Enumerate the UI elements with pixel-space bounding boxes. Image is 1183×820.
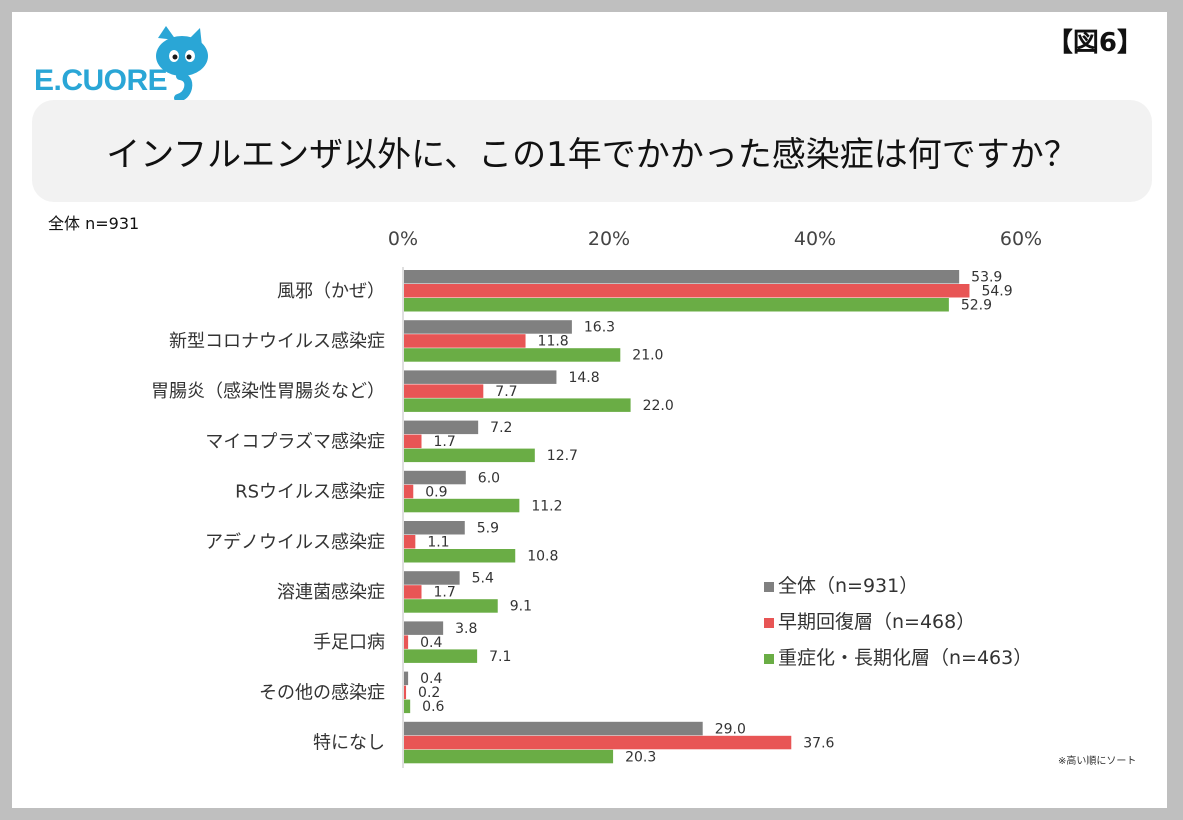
bar bbox=[404, 284, 970, 298]
data-label: 52.9 bbox=[961, 298, 992, 314]
category-label: 溶連菌感染症 bbox=[277, 582, 385, 603]
x-tick-label: 20% bbox=[588, 228, 630, 250]
bar bbox=[404, 635, 409, 649]
data-label: 1.7 bbox=[434, 585, 456, 601]
legend-swatch bbox=[764, 618, 774, 628]
data-label: 11.2 bbox=[531, 498, 562, 514]
category-label: その他の感染症 bbox=[259, 682, 385, 703]
bar bbox=[404, 671, 409, 686]
page-title: インフルエンザ以外に、この1年でかかった感染症は何ですか？ bbox=[106, 134, 1078, 175]
data-label: 3.8 bbox=[455, 621, 477, 637]
category-label: 手足口病 bbox=[313, 632, 385, 653]
legend-label: 早期回復層（n=468） bbox=[778, 611, 975, 633]
data-label: 22.0 bbox=[643, 398, 674, 414]
data-label: 1.1 bbox=[427, 535, 449, 551]
category-label: アデノウイルス感染症 bbox=[205, 532, 385, 553]
bar bbox=[404, 370, 557, 384]
data-label: 0.4 bbox=[420, 635, 442, 651]
data-label: 20.3 bbox=[625, 749, 656, 765]
bar bbox=[404, 649, 478, 663]
bar bbox=[404, 384, 484, 398]
data-label: 54.9 bbox=[981, 284, 1012, 300]
bar bbox=[404, 270, 960, 284]
bar bbox=[404, 484, 414, 499]
bar bbox=[404, 298, 949, 312]
data-label: 6.0 bbox=[478, 470, 500, 486]
data-label: 0.4 bbox=[420, 671, 442, 687]
data-label: 29.0 bbox=[715, 721, 746, 737]
logo-text: E.CUORE bbox=[34, 64, 168, 97]
bar bbox=[404, 621, 444, 635]
data-label: 11.8 bbox=[538, 334, 569, 350]
data-label: 0.6 bbox=[422, 699, 444, 715]
bar bbox=[404, 735, 792, 750]
bar bbox=[404, 749, 614, 764]
x-tick-label: 40% bbox=[794, 228, 836, 250]
bar bbox=[404, 334, 526, 348]
data-label: 5.9 bbox=[477, 521, 499, 537]
x-tick-label: 0% bbox=[388, 228, 418, 250]
bar bbox=[404, 599, 498, 613]
category-label: RSウイルス感染症 bbox=[235, 482, 385, 503]
category-label: 風邪（かぜ） bbox=[277, 281, 385, 302]
category-label: マイコプラズマ感染症 bbox=[205, 431, 385, 452]
legend-swatch bbox=[764, 654, 774, 664]
category-label: 胃腸炎（感染性胃腸炎など） bbox=[151, 381, 385, 402]
legend-label: 重症化・長期化層（n=463） bbox=[778, 647, 1032, 669]
bar bbox=[404, 470, 466, 485]
bar bbox=[404, 535, 416, 549]
legend-label: 全体（n=931） bbox=[778, 575, 918, 597]
sort-footnote: ※高い順にソート bbox=[1058, 756, 1137, 767]
data-label: 7.7 bbox=[495, 384, 517, 400]
data-label: 0.2 bbox=[418, 685, 440, 701]
data-label: 9.1 bbox=[510, 599, 532, 615]
data-label: 5.4 bbox=[472, 571, 494, 587]
data-label: 7.1 bbox=[489, 649, 511, 665]
data-label: 0.9 bbox=[425, 484, 447, 500]
bar bbox=[404, 398, 631, 412]
bar bbox=[404, 434, 422, 449]
title-banner: インフルエンザ以外に、この1年でかかった感染症は何ですか？ bbox=[32, 100, 1152, 202]
data-label: 12.7 bbox=[547, 448, 578, 464]
data-label: 53.9 bbox=[971, 270, 1002, 286]
bar bbox=[404, 420, 479, 435]
bar bbox=[404, 320, 572, 334]
data-label: 37.6 bbox=[803, 735, 834, 751]
sample-size-note: 全体 n=931 bbox=[48, 214, 140, 233]
data-label: 16.3 bbox=[584, 320, 615, 336]
bar bbox=[404, 498, 520, 513]
category-label: 特になし bbox=[313, 733, 385, 754]
bar bbox=[404, 521, 465, 535]
data-label: 10.8 bbox=[527, 549, 558, 565]
data-label: 7.2 bbox=[490, 420, 512, 436]
category-label: 新型コロナウイルス感染症 bbox=[169, 331, 385, 352]
legend-swatch bbox=[764, 582, 774, 592]
bar-chart: 0% 20% 40% 60% 風邪（かぜ） 53.954.952.9 新型コロナウイルス感染… bbox=[151, 228, 1042, 768]
x-tick-label: 60% bbox=[1000, 228, 1042, 250]
bar bbox=[404, 685, 407, 700]
data-label: 21.0 bbox=[632, 348, 663, 364]
bar bbox=[404, 448, 535, 463]
bar bbox=[404, 585, 422, 599]
bar bbox=[404, 571, 460, 585]
bar bbox=[404, 348, 621, 362]
slide-canvas: E.CUORE 【図6】 インフルエンザ以外に、この1年でかかった感染症は何です… bbox=[12, 12, 1167, 808]
bar bbox=[404, 721, 703, 736]
bar bbox=[404, 699, 411, 714]
data-label: 14.8 bbox=[568, 370, 599, 386]
figure-label: 【図6】 bbox=[1046, 28, 1143, 58]
bar bbox=[404, 549, 516, 563]
data-label: 1.7 bbox=[434, 434, 456, 450]
